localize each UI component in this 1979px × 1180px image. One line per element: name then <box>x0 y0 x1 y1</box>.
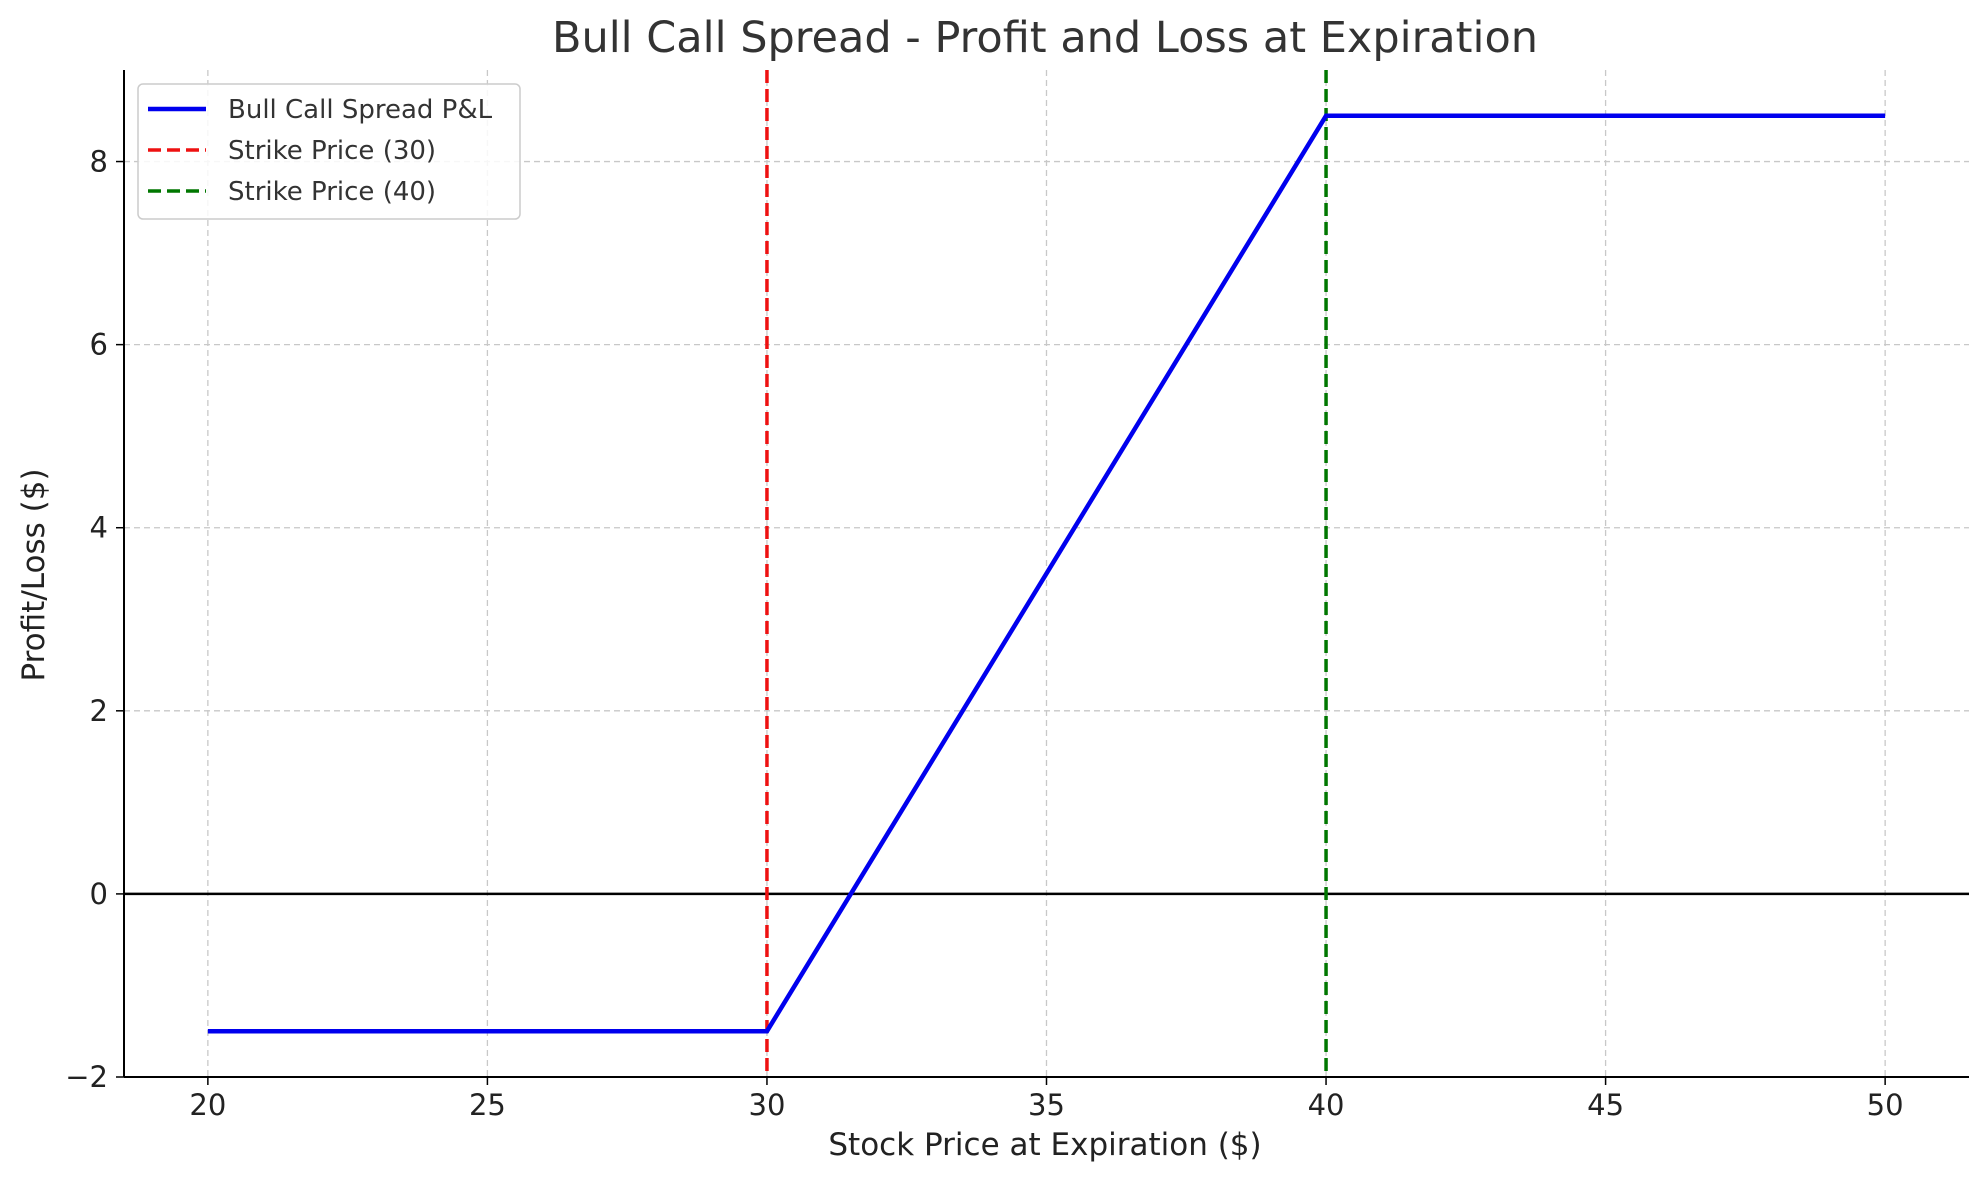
y-tick-label-0: −2 <box>65 1060 108 1094</box>
y-axis-label: Profit/Loss ($) <box>16 468 52 681</box>
x-axis-label: Stock Price at Expiration ($) <box>828 1127 1261 1163</box>
chart-title: Bull Call Spread - Profit and Loss at Ex… <box>552 13 1538 63</box>
reference-lines <box>124 70 1969 1077</box>
x-tick-label-3: 35 <box>1028 1088 1065 1122</box>
y-tick-label-5: 8 <box>90 145 108 179</box>
legend-box <box>137 83 521 220</box>
x-tick-label-5: 45 <box>1587 1088 1624 1122</box>
x-axis-ticks: 20 25 30 35 40 45 50 <box>189 1077 1904 1122</box>
y-tick-label-4: 6 <box>90 328 108 362</box>
y-axis-ticks: −2 0 2 4 6 8 <box>65 145 124 1094</box>
legend-label-2: Strike Price (40) <box>228 177 436 207</box>
x-tick-label-2: 30 <box>749 1088 786 1122</box>
x-tick-label-1: 25 <box>469 1088 506 1122</box>
series-line-0 <box>207 113 1886 1034</box>
y-tick-label-2: 2 <box>90 694 108 728</box>
legend: Bull Call Spread P&L Strike Price (30) Str… <box>137 83 521 220</box>
legend-label-1: Strike Price (30) <box>228 136 436 166</box>
x-tick-label-6: 50 <box>1867 1088 1904 1122</box>
y-tick-label-1: 0 <box>90 877 108 911</box>
legend-label-0: Bull Call Spread P&L <box>228 95 493 125</box>
y-tick-label-3: 4 <box>90 511 108 545</box>
x-tick-label-4: 40 <box>1308 1088 1345 1122</box>
x-tick-label-0: 20 <box>189 1088 226 1122</box>
series-lines <box>207 113 1886 1034</box>
